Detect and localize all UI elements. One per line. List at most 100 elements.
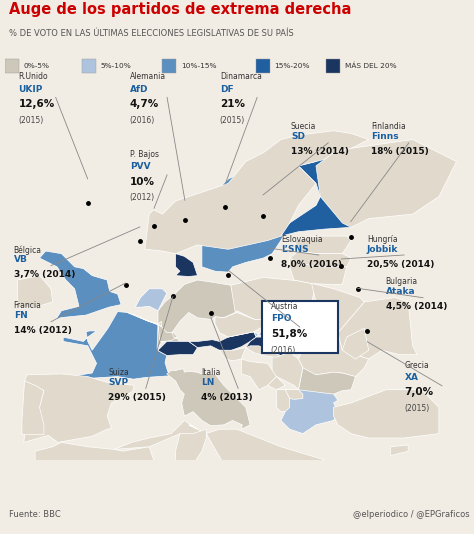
Polygon shape bbox=[290, 284, 365, 337]
Text: Finns: Finns bbox=[372, 132, 399, 142]
Bar bbox=[256, 59, 270, 73]
Polygon shape bbox=[198, 153, 316, 272]
Polygon shape bbox=[316, 139, 456, 227]
Text: VB: VB bbox=[14, 255, 27, 264]
Polygon shape bbox=[299, 333, 369, 376]
Polygon shape bbox=[246, 346, 281, 357]
Text: Bulgaria: Bulgaria bbox=[386, 277, 418, 286]
Polygon shape bbox=[22, 381, 44, 435]
Text: Auge de los partidos de extrema derecha: Auge de los partidos de extrema derecha bbox=[9, 2, 352, 17]
Text: 8,0% (2016): 8,0% (2016) bbox=[282, 260, 342, 269]
Polygon shape bbox=[189, 332, 256, 351]
Text: Dinamarca: Dinamarca bbox=[220, 72, 262, 81]
Bar bbox=[326, 59, 340, 73]
Text: R.Unido: R.Unido bbox=[18, 72, 48, 81]
Text: 21%: 21% bbox=[220, 99, 245, 109]
Text: 14% (2012): 14% (2012) bbox=[14, 326, 72, 335]
Text: 7,0%: 7,0% bbox=[405, 388, 434, 397]
Text: Bélgica: Bélgica bbox=[14, 245, 42, 255]
Polygon shape bbox=[219, 348, 246, 361]
Polygon shape bbox=[299, 297, 417, 359]
Text: (2012): (2012) bbox=[130, 193, 155, 202]
Text: Finlandia: Finlandia bbox=[372, 122, 406, 131]
Text: FN: FN bbox=[14, 311, 27, 320]
Polygon shape bbox=[135, 289, 167, 311]
Text: AfD: AfD bbox=[130, 84, 148, 93]
Text: 12,6%: 12,6% bbox=[18, 99, 55, 109]
Text: Italia: Italia bbox=[201, 368, 220, 377]
Polygon shape bbox=[294, 236, 351, 254]
Polygon shape bbox=[391, 445, 408, 456]
Text: Alemania: Alemania bbox=[130, 72, 166, 81]
Text: @elperiodico / @EPGraficos: @elperiodico / @EPGraficos bbox=[353, 511, 469, 520]
Bar bbox=[162, 59, 176, 73]
Text: (2015): (2015) bbox=[220, 116, 245, 125]
Text: Hungría: Hungría bbox=[367, 234, 397, 244]
Polygon shape bbox=[290, 251, 351, 267]
Text: 4,5% (2014): 4,5% (2014) bbox=[386, 302, 447, 311]
Text: UKIP: UKIP bbox=[18, 84, 43, 93]
Polygon shape bbox=[35, 442, 154, 491]
Text: SVP: SVP bbox=[109, 378, 128, 387]
Polygon shape bbox=[167, 368, 250, 429]
Text: 18% (2015): 18% (2015) bbox=[372, 147, 429, 156]
Text: (2015): (2015) bbox=[18, 116, 44, 125]
Polygon shape bbox=[342, 328, 369, 359]
Text: 10%: 10% bbox=[130, 177, 155, 186]
Text: P. Bajos: P. Bajos bbox=[130, 150, 159, 159]
Text: LN: LN bbox=[201, 378, 214, 387]
Polygon shape bbox=[175, 429, 206, 473]
Text: Jobbik: Jobbik bbox=[367, 245, 398, 254]
Polygon shape bbox=[231, 277, 316, 319]
Text: FPO: FPO bbox=[271, 314, 291, 323]
Polygon shape bbox=[158, 341, 198, 356]
Polygon shape bbox=[63, 312, 177, 379]
Text: 5%-10%: 5%-10% bbox=[101, 63, 132, 69]
Text: 10%-15%: 10%-15% bbox=[181, 63, 216, 69]
Text: Grecia: Grecia bbox=[405, 360, 429, 370]
Text: 0%-5%: 0%-5% bbox=[24, 63, 49, 69]
Text: 4,7%: 4,7% bbox=[130, 99, 159, 109]
FancyBboxPatch shape bbox=[262, 301, 338, 353]
Polygon shape bbox=[334, 390, 439, 438]
Polygon shape bbox=[175, 254, 198, 277]
Text: 13% (2014): 13% (2014) bbox=[291, 147, 349, 156]
Text: (2015): (2015) bbox=[405, 404, 430, 413]
Bar bbox=[5, 59, 19, 73]
Polygon shape bbox=[241, 359, 276, 390]
Polygon shape bbox=[254, 324, 303, 337]
Text: PVV: PVV bbox=[130, 162, 150, 171]
Polygon shape bbox=[215, 312, 268, 337]
Text: 51,8%: 51,8% bbox=[271, 329, 307, 339]
Polygon shape bbox=[281, 142, 369, 236]
Text: 15%-20%: 15%-20% bbox=[274, 63, 310, 69]
Polygon shape bbox=[285, 390, 303, 399]
Polygon shape bbox=[22, 374, 134, 442]
Text: Suiza: Suiza bbox=[109, 368, 129, 377]
Text: MÁS DEL 20%: MÁS DEL 20% bbox=[345, 62, 397, 69]
Polygon shape bbox=[246, 333, 303, 356]
Text: L’SNS: L’SNS bbox=[282, 245, 309, 254]
Text: (2016): (2016) bbox=[130, 116, 155, 125]
Text: 3,7% (2014): 3,7% (2014) bbox=[14, 270, 75, 279]
Polygon shape bbox=[268, 376, 285, 390]
Text: 4% (2013): 4% (2013) bbox=[201, 393, 253, 402]
Text: Ataka: Ataka bbox=[386, 287, 415, 296]
Text: Eslovaquia: Eslovaquia bbox=[282, 234, 323, 244]
Text: 20,5% (2014): 20,5% (2014) bbox=[367, 260, 434, 269]
Text: Austria: Austria bbox=[271, 302, 298, 311]
Polygon shape bbox=[290, 258, 346, 285]
Polygon shape bbox=[18, 276, 53, 307]
Polygon shape bbox=[158, 321, 162, 326]
Text: 29% (2015): 29% (2015) bbox=[109, 393, 166, 402]
Polygon shape bbox=[114, 420, 206, 450]
Text: Fuente: BBC: Fuente: BBC bbox=[9, 511, 61, 520]
Text: Suecia: Suecia bbox=[291, 122, 316, 131]
Polygon shape bbox=[276, 390, 290, 412]
Text: % DE VOTO EN LAS ÚLTIMAS ELECCIONES LEGISLATIVAS DE SU PAÍS: % DE VOTO EN LAS ÚLTIMAS ELECCIONES LEGI… bbox=[9, 29, 294, 38]
Polygon shape bbox=[215, 312, 268, 337]
Text: XA: XA bbox=[405, 373, 419, 382]
Text: DF: DF bbox=[220, 84, 233, 93]
Text: Francia: Francia bbox=[14, 301, 42, 310]
Polygon shape bbox=[145, 131, 369, 254]
